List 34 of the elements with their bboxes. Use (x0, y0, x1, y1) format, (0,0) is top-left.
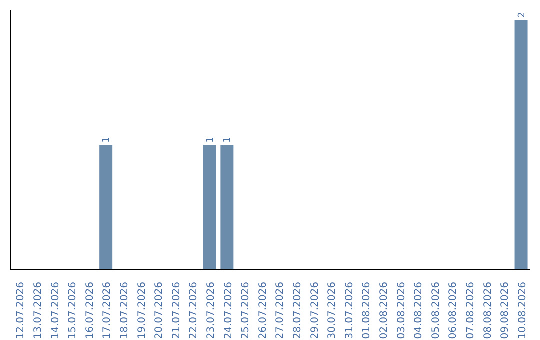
x-tick-label: 03.08.2026 (396, 282, 408, 340)
data-label: 1 (206, 137, 216, 143)
data-label: 1 (102, 137, 112, 143)
x-tick-label: 25.07.2026 (240, 282, 252, 340)
data-label: 1 (223, 137, 234, 143)
x-tick-label: 06.08.2026 (448, 282, 460, 340)
x-tick-label: 29.07.2026 (310, 282, 321, 340)
data-label: 2 (517, 12, 528, 18)
x-tick-label: 13.07.2026 (32, 282, 44, 340)
x-tick-label: 12.07.2026 (16, 282, 27, 340)
x-tick-label: 04.08.2026 (414, 282, 425, 340)
x-tick-label: 30.07.2026 (327, 282, 338, 340)
x-tick-label: 22.07.2026 (188, 282, 200, 340)
x-tick-label: 01.08.2026 (362, 282, 373, 340)
x-tick-label: 24.07.2026 (223, 282, 234, 340)
x-tick-label: 05.08.2026 (430, 282, 442, 340)
x-tick-label: 20.07.2026 (154, 282, 166, 340)
x-tick-label: 28.07.2026 (292, 282, 304, 340)
x-tick-label: 26.07.2026 (258, 282, 269, 340)
x-tick-label: 18.07.2026 (119, 282, 130, 340)
x-tick-label: 17.07.2026 (102, 282, 114, 340)
x-tick-label: 31.07.2026 (344, 282, 356, 340)
x-tick-label: 14.07.2026 (50, 282, 62, 340)
x-tick-label: 23.07.2026 (206, 282, 217, 340)
x-tick-label: 21.07.2026 (171, 282, 182, 340)
x-tick-label: 09.08.2026 (500, 282, 512, 340)
x-tick-label: 16.07.2026 (84, 282, 96, 340)
x-tick-label: 07.08.2026 (465, 282, 476, 340)
x-tick-label: 27.07.2026 (275, 282, 286, 340)
x-tick-label: 19.07.2026 (136, 282, 148, 340)
x-tick-label: 08.08.2026 (482, 282, 494, 340)
x-tick-label: 02.08.2026 (378, 282, 390, 340)
x-tick-label: 15.07.2026 (68, 282, 79, 340)
x-tick-label: 10.08.2026 (517, 282, 528, 340)
